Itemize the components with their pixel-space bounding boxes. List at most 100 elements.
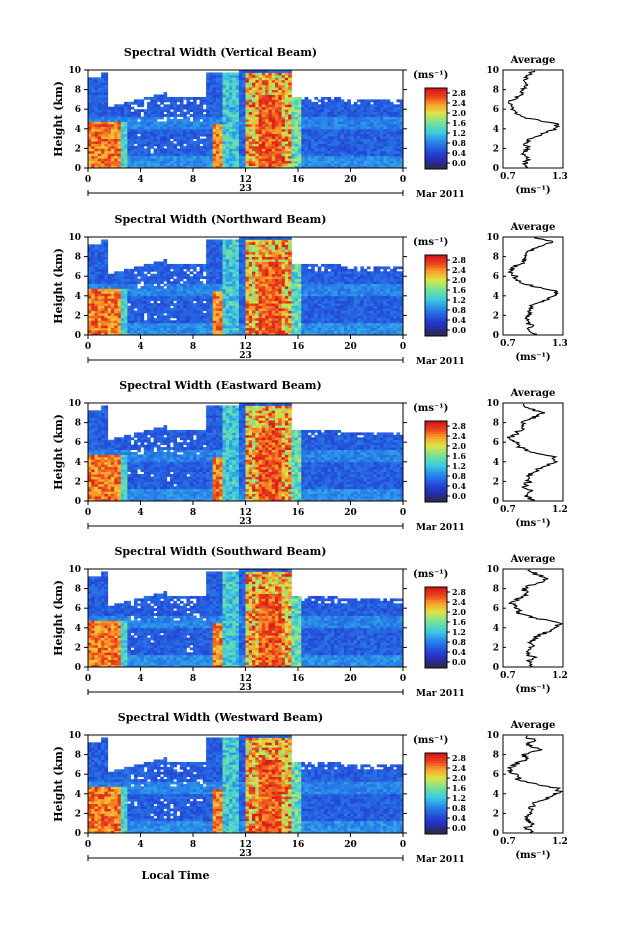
heatmap-cell	[199, 325, 204, 329]
heatmap-cell	[330, 128, 335, 132]
heatmap-cell	[232, 121, 237, 125]
heatmap-cell	[252, 308, 256, 311]
heatmap-cell	[124, 160, 128, 164]
heatmap-cell	[179, 271, 184, 275]
heatmap-cell	[396, 104, 401, 108]
heatmap-cell	[202, 133, 207, 137]
heatmap-cell	[94, 251, 99, 255]
heatmap-cell	[334, 111, 338, 115]
heatmap-cell	[232, 89, 237, 93]
heatmap-cell	[101, 94, 105, 98]
heatmap-cell	[183, 276, 187, 280]
heatmap-cell	[261, 136, 266, 139]
heatmap-cell	[350, 158, 355, 162]
heatmap-cell	[314, 131, 319, 135]
heatmap-cell	[235, 145, 240, 149]
heatmap-cell	[120, 312, 125, 316]
heatmap-cell	[327, 96, 332, 100]
heatmap-cell	[265, 70, 269, 73]
heatmap-cell	[186, 266, 191, 270]
heatmap-cell	[281, 150, 286, 154]
heatmap-cell	[160, 145, 164, 149]
heatmap-cell	[396, 116, 401, 120]
heatmap-cell	[222, 254, 227, 257]
heatmap-cell	[311, 155, 315, 159]
heatmap-cell	[258, 109, 263, 113]
heatmap-cell	[353, 104, 358, 108]
heatmap-cell	[320, 158, 325, 162]
avg-y-tick-label: 2	[493, 144, 499, 154]
heatmap-cell	[150, 158, 155, 162]
heatmap-cell	[117, 317, 122, 321]
heatmap-cell	[160, 141, 164, 144]
heatmap-cell	[337, 138, 342, 142]
heatmap-cell	[101, 254, 105, 257]
heatmap-cell	[363, 165, 368, 169]
heatmap-cell	[206, 239, 210, 243]
heatmap-cell	[245, 155, 250, 159]
heatmap-cell	[337, 96, 342, 100]
heatmap-cell	[235, 320, 240, 324]
heatmap-cell	[396, 111, 401, 115]
heatmap-cell	[304, 136, 309, 139]
heatmap-cell	[150, 305, 155, 309]
heatmap-cell	[317, 158, 322, 162]
heatmap-cell	[383, 165, 387, 169]
heatmap-cell	[294, 99, 299, 103]
heatmap-cell	[275, 273, 279, 277]
heatmap-cell	[140, 121, 145, 125]
heatmap-cell	[193, 288, 197, 292]
heatmap-cell	[320, 153, 325, 157]
heatmap-cell	[196, 310, 200, 314]
heatmap-cell	[248, 298, 253, 302]
heatmap-cell	[235, 165, 240, 169]
heatmap-cell	[298, 106, 302, 110]
heatmap-cell	[301, 106, 305, 110]
heatmap-cell	[268, 106, 273, 110]
heatmap-cell	[261, 126, 266, 130]
heatmap-cell	[127, 136, 132, 139]
heatmap-cell	[232, 330, 237, 333]
heatmap-cell	[137, 293, 141, 297]
heatmap-cell	[222, 145, 227, 149]
heatmap-cell	[245, 121, 250, 125]
heatmap-cell	[124, 116, 128, 120]
heatmap-cell	[281, 128, 286, 132]
heatmap-cell	[376, 153, 381, 157]
heatmap-cell	[389, 119, 394, 122]
heatmap-cell	[245, 239, 250, 243]
heatmap-cell	[229, 126, 233, 130]
heatmap-cell	[222, 123, 227, 127]
heatmap-cell	[373, 155, 378, 159]
heatmap-cell	[101, 74, 105, 78]
heatmap-cell	[143, 141, 148, 144]
heatmap-cell	[396, 163, 401, 166]
heatmap-cell	[94, 138, 99, 142]
heatmap-cell	[275, 295, 279, 299]
heatmap-cell	[104, 126, 109, 130]
heatmap-cell	[261, 158, 266, 162]
heatmap-cell	[88, 104, 92, 108]
heatmap-cell	[202, 153, 207, 157]
heatmap-cell	[91, 116, 95, 120]
heatmap-cell	[94, 244, 99, 248]
heatmap-cell	[271, 133, 276, 137]
heatmap-cell	[143, 308, 148, 311]
heatmap-cell	[212, 160, 217, 164]
heatmap-cell	[278, 163, 282, 166]
heatmap-cell	[298, 158, 302, 162]
heatmap-cell	[117, 325, 122, 329]
heatmap-cell	[265, 158, 269, 162]
heatmap-cell	[380, 126, 384, 130]
heatmap-cell	[271, 293, 276, 297]
heatmap-cell	[97, 138, 102, 142]
heatmap-cell	[104, 298, 109, 302]
heatmap-cell	[248, 106, 253, 110]
heatmap-cell	[199, 288, 204, 292]
heatmap-cell	[238, 116, 243, 120]
heatmap-cell	[107, 278, 112, 282]
heatmap-cell	[189, 106, 194, 110]
heatmap-cell	[229, 150, 233, 154]
heatmap-cell	[268, 254, 273, 257]
heatmap-cell	[156, 320, 161, 324]
